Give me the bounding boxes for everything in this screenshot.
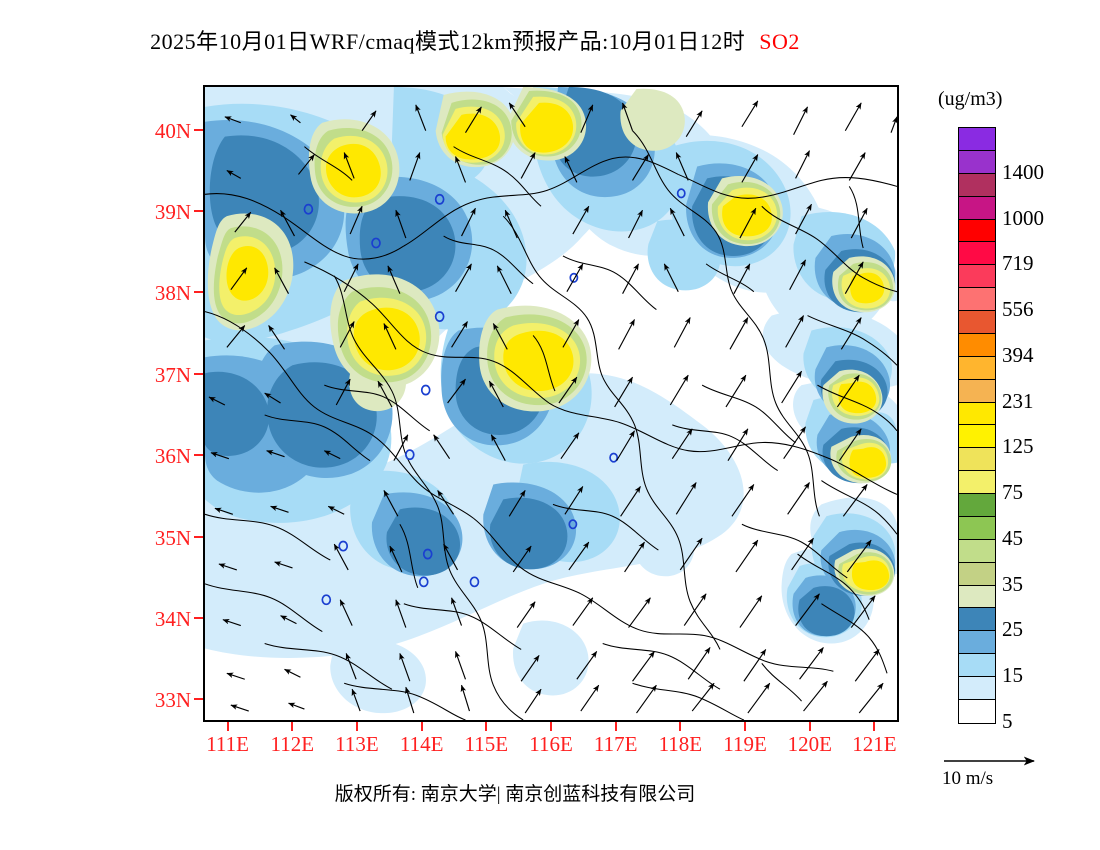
colorbar-label-394: 394 (1002, 342, 1034, 367)
lat-label-35n: 35N (154, 525, 191, 550)
lon-tick (873, 722, 876, 731)
colorbar-label-25: 25 (1002, 617, 1023, 642)
colorbar-band (959, 242, 995, 266)
colorbar-band (959, 699, 995, 723)
colorbar-band (959, 311, 995, 334)
colorbar-label-556: 556 (1002, 297, 1034, 322)
lon-label-118e: 118E (658, 732, 703, 756)
lon-tick (485, 722, 488, 731)
lat-label-37n: 37N (154, 362, 191, 387)
wind-vector-field (208, 100, 897, 714)
wind-scale-key: 10 m/s (942, 752, 1092, 790)
colorbar-band (959, 402, 995, 426)
contour-peak-core (226, 102, 890, 591)
colorbar-label-719: 719 (1002, 251, 1034, 276)
colorbar-band (959, 128, 995, 151)
colorbar-band (959, 173, 995, 197)
colorbar-band (959, 288, 995, 311)
colorbar-band (959, 379, 995, 403)
colorbar-band (959, 631, 995, 655)
lon-label-113e: 113E (335, 732, 379, 756)
lon-tick (291, 722, 294, 731)
lat-label-39n: 39N (154, 200, 191, 225)
lat-label-33n: 33N (154, 688, 191, 713)
lat-tick (194, 698, 203, 701)
colorbar-band (959, 219, 995, 243)
colorbar[interactable] (958, 127, 996, 724)
administrative-boundaries (205, 130, 897, 720)
colorbar-label-5: 5 (1002, 709, 1013, 733)
lat-tick (194, 372, 203, 375)
colorbar-band (959, 265, 995, 289)
copyright-footer: 版权所有: 南京大学| 南京创蓝科技有限公司 (334, 784, 696, 805)
species-label: SO2 (759, 29, 800, 54)
colorbar-band (959, 516, 995, 540)
lon-label-119e: 119E (723, 732, 767, 756)
lon-label-116e: 116E (529, 732, 573, 756)
lat-tick (194, 454, 203, 457)
colorbar-label-45: 45 (1002, 525, 1023, 550)
colorbar-band (959, 654, 995, 677)
colorbar-label-15: 15 (1002, 663, 1023, 688)
lon-label-112e: 112E (270, 732, 315, 756)
map-canvas (205, 87, 897, 720)
lon-tick (226, 722, 229, 731)
lat-tick (194, 291, 203, 294)
colorbar-band (959, 494, 995, 517)
lon-tick (744, 722, 747, 731)
colorbar-label-1000: 1000 (1002, 205, 1044, 230)
lon-tick (420, 722, 423, 731)
colorbar-label-125: 125 (1002, 434, 1034, 459)
lon-label-121e: 121E (852, 732, 897, 756)
colorbar-band (959, 425, 995, 449)
colorbar-label-75: 75 (1002, 480, 1023, 505)
lat-label-34n: 34N (154, 606, 191, 631)
title-text: 2025年10月01日WRF/cmaq模式12km预报产品:10月01日12时 (150, 29, 746, 54)
colorbar-band (959, 333, 995, 357)
lon-label-115e: 115E (464, 732, 509, 756)
colorbar-band (959, 150, 995, 174)
lon-label-120e: 120E (787, 732, 832, 756)
lon-label-111e: 111E (206, 732, 249, 756)
wind-arrow-icon (942, 752, 1092, 770)
lon-tick (614, 722, 617, 731)
colorbar-label-231: 231 (1002, 388, 1034, 413)
colorbar-band (959, 677, 995, 700)
concentration-field (205, 87, 897, 714)
colorbar-band (959, 448, 995, 472)
lat-tick (194, 128, 203, 131)
lon-tick (550, 722, 552, 731)
forecast-map-plot[interactable] (203, 85, 899, 722)
lat-tick (194, 535, 203, 538)
lat-tick (194, 210, 203, 213)
colorbar-band (959, 585, 995, 609)
lon-tick (808, 722, 811, 731)
lon-label-114e: 114E (399, 732, 444, 756)
page-title: 2025年10月01日WRF/cmaq模式12km预报产品:10月01日12时 S… (0, 24, 950, 56)
wind-scale-label: 10 m/s (942, 768, 994, 789)
colorbar-label-35: 35 (1002, 571, 1023, 596)
lakes-and-reservoirs (303, 188, 686, 606)
colorbar-band (959, 608, 995, 632)
colorbar-band (959, 562, 995, 586)
lat-label-38n: 38N (154, 281, 191, 306)
colorbar-band (959, 356, 995, 380)
lon-tick (679, 722, 682, 731)
colorbar-label-1400: 1400 (1002, 159, 1044, 184)
colorbar-band (959, 539, 995, 563)
lat-label-40n: 40N (154, 118, 191, 143)
lon-label-117e: 117E (593, 732, 638, 756)
lon-tick (355, 722, 358, 731)
colorbar-unit: (ug/m3) (938, 88, 1003, 110)
colorbar-band (959, 196, 995, 220)
lat-tick (194, 616, 203, 619)
colorbar-band (959, 471, 995, 494)
lat-label-36n: 36N (154, 444, 191, 469)
